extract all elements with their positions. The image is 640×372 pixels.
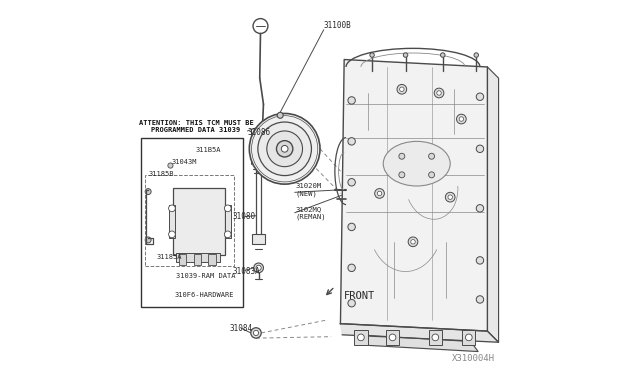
Circle shape	[429, 153, 435, 159]
Circle shape	[399, 87, 404, 92]
Circle shape	[456, 114, 466, 124]
Bar	[141, 138, 243, 307]
Text: 31100B: 31100B	[324, 21, 351, 30]
Bar	[179, 254, 186, 265]
Polygon shape	[488, 67, 499, 342]
Text: 31084: 31084	[230, 324, 253, 333]
Circle shape	[168, 231, 175, 238]
Circle shape	[168, 205, 175, 212]
Circle shape	[459, 117, 463, 121]
Circle shape	[258, 122, 312, 176]
Circle shape	[348, 138, 355, 145]
Bar	[209, 254, 216, 265]
Circle shape	[254, 263, 264, 273]
Circle shape	[378, 191, 381, 196]
Text: 31080: 31080	[232, 212, 256, 221]
Circle shape	[250, 113, 320, 184]
Text: 3102MQ
(REMAN): 3102MQ (REMAN)	[296, 206, 326, 220]
Circle shape	[399, 153, 405, 159]
Circle shape	[253, 330, 259, 336]
Circle shape	[476, 296, 484, 303]
Circle shape	[348, 264, 355, 272]
Text: 31086: 31086	[248, 128, 271, 137]
Polygon shape	[340, 324, 499, 342]
Circle shape	[276, 141, 293, 157]
Text: X310004H: X310004H	[452, 355, 495, 363]
Circle shape	[399, 172, 405, 178]
Bar	[354, 330, 367, 345]
Text: 31039-RAM DATA: 31039-RAM DATA	[175, 273, 235, 279]
Text: 31083A: 31083A	[232, 267, 260, 276]
Circle shape	[476, 205, 484, 212]
Bar	[429, 330, 442, 345]
Circle shape	[358, 334, 364, 341]
Circle shape	[256, 265, 261, 270]
Circle shape	[403, 53, 408, 57]
Circle shape	[348, 223, 355, 231]
Text: ATTENTION: THIS TCM MUST BE
PROGRAMMED DATA 31039: ATTENTION: THIS TCM MUST BE PROGRAMMED D…	[139, 120, 253, 133]
Circle shape	[389, 334, 396, 341]
Circle shape	[432, 334, 438, 341]
Bar	[462, 330, 476, 345]
Text: 31043M: 31043M	[172, 159, 196, 165]
Ellipse shape	[383, 141, 450, 186]
Circle shape	[348, 97, 355, 104]
Bar	[386, 330, 399, 345]
Bar	[170, 205, 175, 238]
Bar	[225, 205, 231, 238]
Circle shape	[440, 53, 445, 57]
Circle shape	[474, 53, 479, 57]
Text: FRONT: FRONT	[344, 291, 376, 301]
Circle shape	[445, 192, 455, 202]
Circle shape	[374, 189, 385, 198]
Circle shape	[429, 172, 435, 178]
Bar	[252, 234, 266, 244]
Circle shape	[476, 257, 484, 264]
Circle shape	[465, 334, 472, 341]
Circle shape	[145, 237, 151, 243]
Polygon shape	[357, 335, 478, 352]
Circle shape	[145, 189, 151, 195]
Circle shape	[348, 299, 355, 307]
Circle shape	[408, 237, 418, 247]
Circle shape	[397, 84, 406, 94]
Text: 31185B: 31185B	[149, 171, 174, 177]
Text: 31185A: 31185A	[156, 254, 182, 260]
Polygon shape	[340, 60, 488, 331]
Circle shape	[411, 240, 415, 244]
Bar	[173, 188, 225, 255]
Text: 31020M
(NEW): 31020M (NEW)	[296, 183, 322, 198]
Circle shape	[370, 53, 374, 57]
Circle shape	[277, 112, 283, 118]
Circle shape	[168, 163, 173, 168]
Circle shape	[476, 93, 484, 100]
Circle shape	[225, 205, 231, 212]
Bar	[145, 175, 234, 266]
Circle shape	[448, 195, 452, 199]
Circle shape	[348, 179, 355, 186]
Text: 310F6-HARDWARE: 310F6-HARDWARE	[174, 292, 234, 298]
Circle shape	[251, 328, 261, 338]
Bar	[175, 253, 220, 262]
Circle shape	[267, 131, 303, 167]
Circle shape	[282, 145, 288, 152]
Text: 311B5A: 311B5A	[195, 147, 221, 153]
Bar	[193, 254, 201, 265]
Circle shape	[476, 145, 484, 153]
Circle shape	[437, 91, 441, 95]
Circle shape	[434, 88, 444, 98]
Circle shape	[225, 231, 231, 238]
